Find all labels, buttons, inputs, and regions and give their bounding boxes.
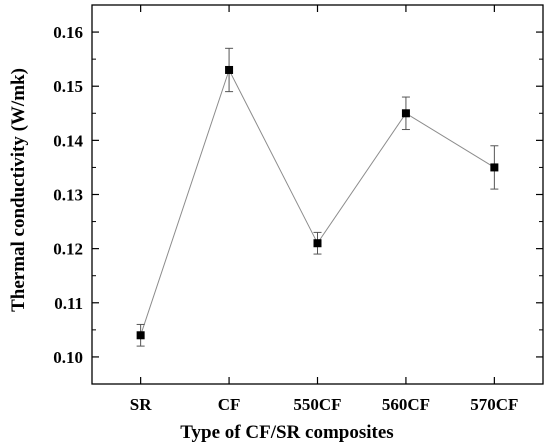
x-axis-ticks: SR CF 550CF 560CF 570CF: [130, 5, 518, 414]
y-tick-label: 0.11: [54, 294, 83, 313]
x-tick-label: SR: [130, 395, 152, 414]
y-axis-ticks: 0.10 0.11 0.12 0.13 0.14 0.15 0.16: [53, 23, 543, 367]
y-tick-label: 0.14: [53, 131, 83, 150]
y-tick-label: 0.16: [53, 23, 83, 42]
plot-frame-layer: [91, 4, 544, 385]
y-tick-label: 0.13: [53, 186, 83, 205]
x-axis-title: Type of CF/SR composites: [180, 422, 393, 443]
data-point: [225, 65, 234, 74]
x-tick-label: CF: [218, 395, 241, 414]
plot-frame: [91, 4, 544, 385]
y-tick-label: 0.15: [53, 77, 83, 96]
data-series: [136, 47, 499, 347]
data-point: [313, 239, 322, 248]
data-point: [490, 163, 499, 172]
y-tick-label: 0.10: [53, 348, 83, 367]
y-tick-label: 0.12: [53, 240, 83, 259]
x-tick-label: 560CF: [382, 395, 430, 414]
y-axis-title: Thermal conductivity (W/mk): [8, 68, 29, 312]
data-point: [136, 331, 145, 340]
data-point: [401, 109, 410, 118]
x-tick-label: 570CF: [470, 395, 518, 414]
series-line: [140, 68, 495, 336]
x-tick-label: 550CF: [293, 395, 341, 414]
